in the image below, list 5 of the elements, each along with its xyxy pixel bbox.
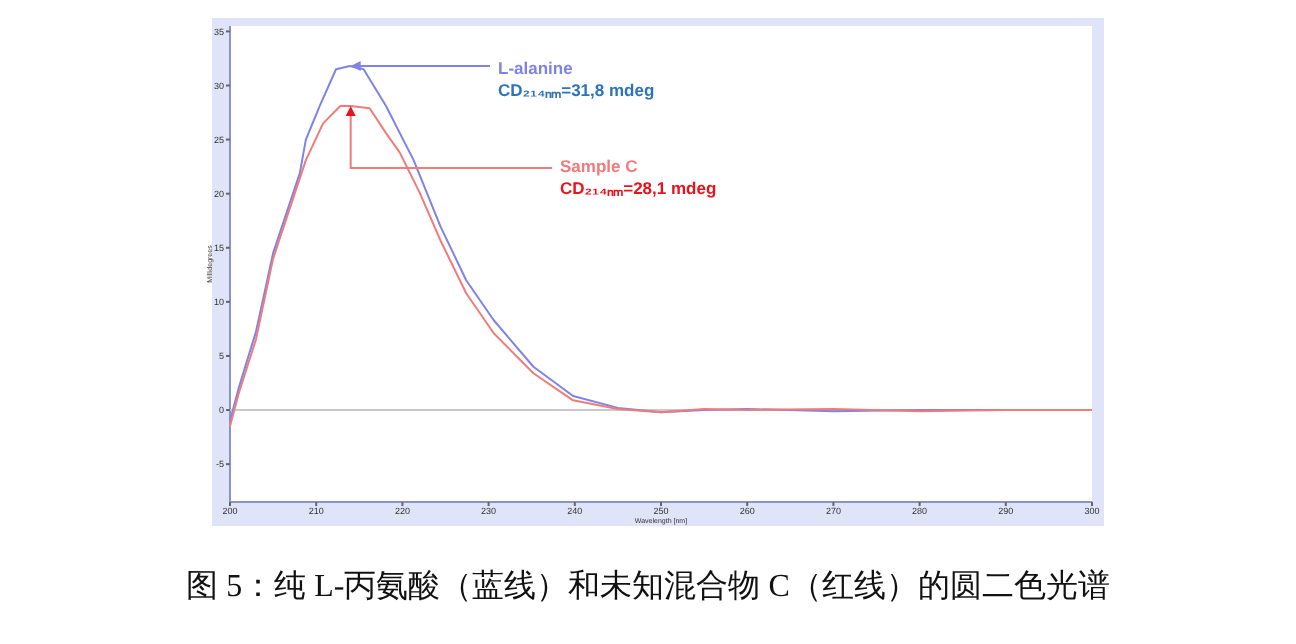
annotation: CD₂₁₄ₙₘ=28,1 mdeg [560, 178, 717, 198]
caption: 图 5：纯 L-丙氨酸（蓝线）和未知混合物 C（红线）的圆二色光谱 [186, 568, 1110, 604]
text: Sample C [560, 156, 638, 176]
text: L-alanine [498, 58, 574, 78]
annotation: CD₂₁₄ₙₘ=31,8 mdeg [498, 80, 655, 100]
